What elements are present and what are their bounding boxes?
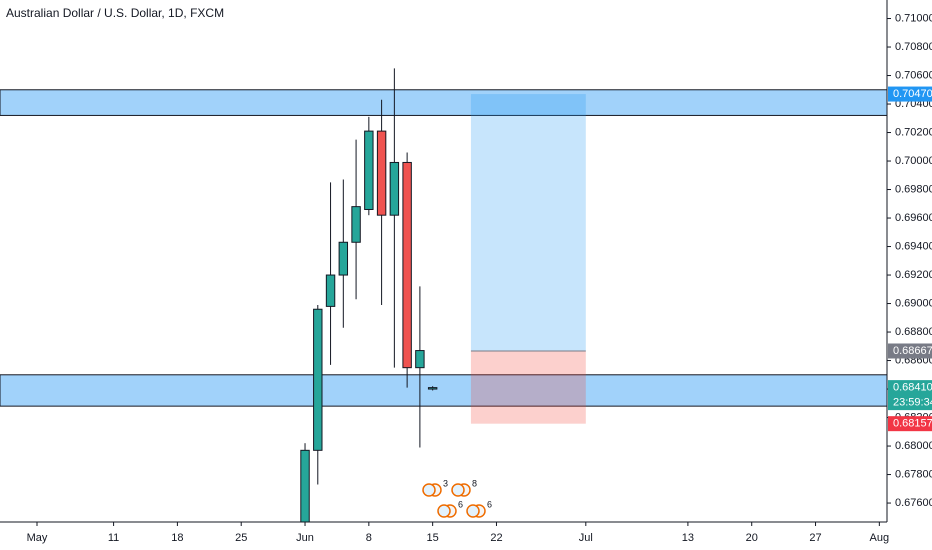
y-tick-label: 0.70800 <box>895 41 932 53</box>
position-profit <box>470 94 586 351</box>
event-icon <box>466 504 480 518</box>
countdown: 23:59:34 <box>893 397 932 409</box>
x-tick-label: 13 <box>682 532 694 544</box>
x-tick-label: 27 <box>809 532 821 544</box>
y-tick-label: 0.67800 <box>895 468 932 480</box>
x-tick-label: 18 <box>171 532 183 544</box>
candle-body <box>325 274 336 307</box>
x-tick-label: Aug <box>870 532 890 544</box>
time-axis-bg <box>0 522 932 550</box>
zone <box>0 374 888 407</box>
candle-body <box>376 130 387 216</box>
candle-body <box>300 449 310 525</box>
price-tag <box>888 343 932 359</box>
event-icon <box>437 504 451 518</box>
y-tick-label: 0.70200 <box>895 126 932 138</box>
event-count: 6 <box>487 499 492 509</box>
event-icon <box>451 483 465 497</box>
price-tag-label: 0.68410 <box>893 382 932 394</box>
x-tick-label: May <box>27 532 48 544</box>
y-tick-label: 0.69000 <box>895 297 932 309</box>
candle-body <box>415 350 425 369</box>
y-tick-label: 0.67600 <box>895 497 932 509</box>
event-icon <box>422 483 436 497</box>
event-count: 6 <box>458 499 463 509</box>
x-tick-label: 8 <box>366 532 372 544</box>
y-tick-label: 0.69600 <box>895 212 932 224</box>
candle-body <box>313 308 323 451</box>
price-tag <box>888 416 932 432</box>
price-tag-label: 0.68157 <box>893 418 932 430</box>
candle-body <box>364 130 374 210</box>
candle-body <box>402 161 412 369</box>
price-tag-label: 0.68667 <box>893 345 932 357</box>
x-tick-label: 15 <box>427 532 439 544</box>
chart-title: Australian Dollar / U.S. Dollar, 1D, FXC… <box>6 6 224 20</box>
y-tick-label: 0.68000 <box>895 440 932 452</box>
x-tick-label: Jun <box>296 532 314 544</box>
x-tick-label: 20 <box>746 532 758 544</box>
x-tick-label: 25 <box>235 532 247 544</box>
candle-body <box>338 241 349 276</box>
y-tick-label: 0.69400 <box>895 240 932 252</box>
position-loss <box>470 350 586 424</box>
candle-body <box>427 387 438 390</box>
x-tick-label: 22 <box>490 532 502 544</box>
y-tick-label: 0.69200 <box>895 269 932 281</box>
y-tick-label: 0.70000 <box>895 155 932 167</box>
y-tick-label: 0.68800 <box>895 326 932 338</box>
y-tick-label: 0.69800 <box>895 183 932 195</box>
price-tag <box>888 86 932 102</box>
candle-body <box>389 161 400 216</box>
y-tick-label: 0.71000 <box>895 12 932 24</box>
candle-body <box>351 206 361 243</box>
y-tick-label: 0.70600 <box>895 69 932 81</box>
x-tick-label: Jul <box>579 532 593 544</box>
price-tag-label: 0.70470 <box>893 88 932 100</box>
price-tag <box>888 380 932 411</box>
zone <box>0 89 888 116</box>
event-count: 8 <box>472 478 477 488</box>
event-count: 3 <box>443 478 448 488</box>
x-tick-label: 11 <box>108 532 119 544</box>
